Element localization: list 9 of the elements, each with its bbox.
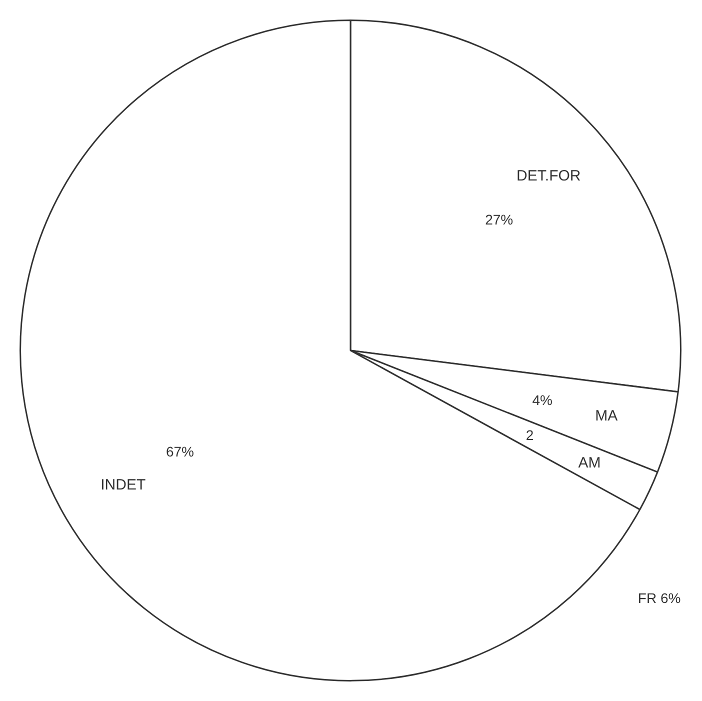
slice-label: INDET: [100, 476, 146, 494]
data-label: 2: [526, 426, 534, 443]
data-label: 27%: [485, 211, 514, 228]
data-label: 4%: [532, 392, 553, 408]
slice-label: MA: [595, 408, 618, 425]
slice-label: AM: [578, 454, 601, 472]
data-label: 67%: [166, 443, 194, 460]
slice-label: DET.FOR: [516, 167, 581, 184]
text: FR 6%: [638, 590, 681, 606]
